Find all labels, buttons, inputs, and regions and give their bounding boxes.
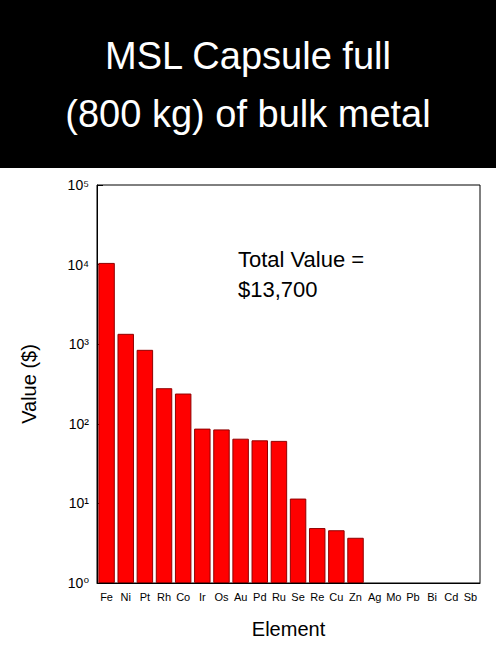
svg-text:Pd: Pd <box>253 591 266 603</box>
svg-text:(800 kg) of bulk metal: (800 kg) of bulk metal <box>65 93 430 135</box>
svg-text:Ni: Ni <box>121 591 131 603</box>
svg-text:10⁵: 10⁵ <box>68 177 89 193</box>
svg-text:Element: Element <box>252 618 326 640</box>
svg-text:Pt: Pt <box>140 591 150 603</box>
svg-text:Co: Co <box>176 591 190 603</box>
svg-text:10³: 10³ <box>69 336 90 352</box>
svg-text:Cd: Cd <box>444 591 458 603</box>
svg-text:Fe: Fe <box>100 591 113 603</box>
svg-text:Value ($): Value ($) <box>18 344 40 424</box>
svg-text:Pb: Pb <box>406 591 419 603</box>
svg-text:Rh: Rh <box>157 591 171 603</box>
svg-text:Au: Au <box>234 591 247 603</box>
svg-text:Sb: Sb <box>464 591 477 603</box>
svg-text:Ag: Ag <box>368 591 381 603</box>
svg-text:Ru: Ru <box>272 591 286 603</box>
svg-text:10⁰: 10⁰ <box>68 575 90 591</box>
svg-text:Mo: Mo <box>386 591 401 603</box>
svg-text:Ir: Ir <box>199 591 206 603</box>
svg-text:Se: Se <box>291 591 304 603</box>
svg-text:10¹: 10¹ <box>69 495 90 511</box>
svg-text:Bi: Bi <box>427 591 437 603</box>
svg-text:Total Value =: Total Value = <box>238 247 364 272</box>
svg-text:MSL Capsule full: MSL Capsule full <box>105 35 391 77</box>
svg-text:Os: Os <box>214 591 229 603</box>
svg-text:10²: 10² <box>69 416 90 432</box>
svg-text:10⁴: 10⁴ <box>67 257 89 273</box>
svg-text:Cu: Cu <box>329 591 343 603</box>
svg-text:$13,700: $13,700 <box>238 277 318 302</box>
svg-text:Zn: Zn <box>349 591 362 603</box>
svg-text:Re: Re <box>310 591 324 603</box>
